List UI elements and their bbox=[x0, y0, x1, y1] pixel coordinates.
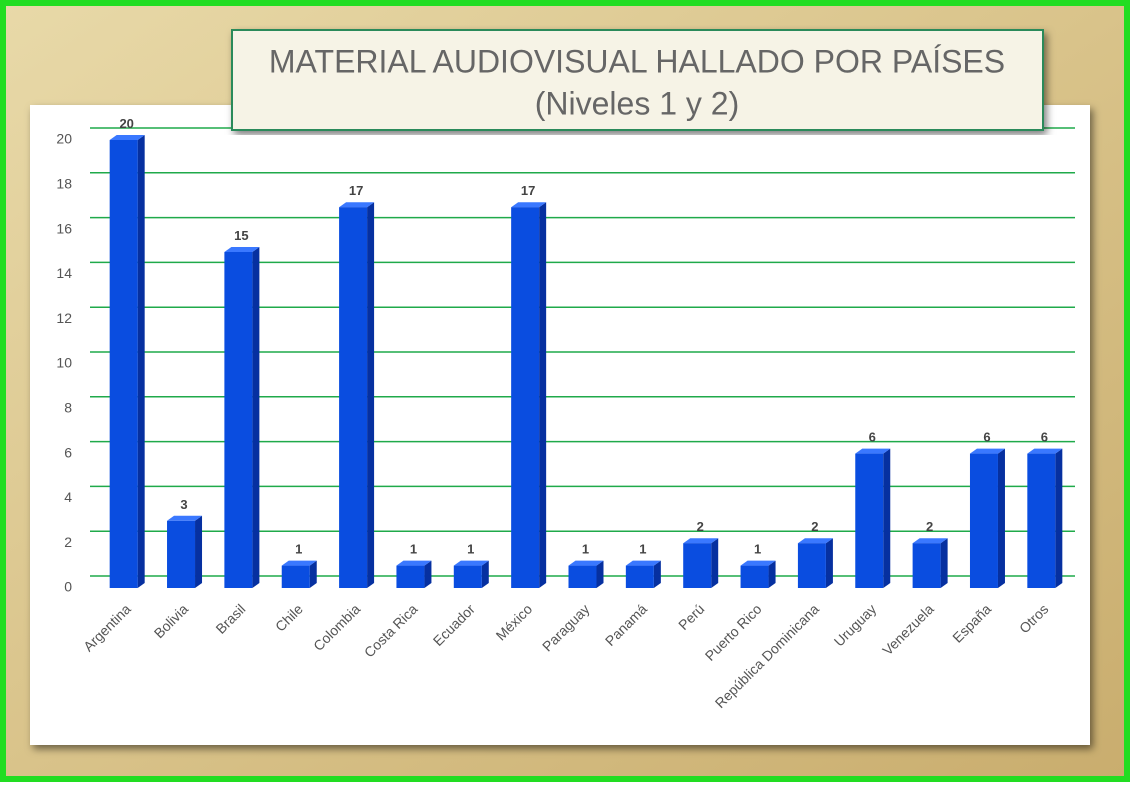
value-label: 2 bbox=[697, 519, 704, 534]
bar bbox=[454, 566, 482, 588]
value-label: 2 bbox=[926, 519, 933, 534]
bar-side bbox=[195, 516, 202, 588]
y-tick-label: 16 bbox=[56, 220, 72, 236]
y-tick-label: 0 bbox=[64, 579, 72, 595]
bar-side bbox=[539, 202, 546, 588]
plot-area bbox=[30, 105, 1090, 745]
bar-side bbox=[138, 135, 145, 588]
value-label: 6 bbox=[869, 430, 876, 445]
bar bbox=[855, 454, 883, 588]
bar bbox=[569, 566, 597, 588]
bar bbox=[1027, 454, 1055, 588]
chart-title: MATERIAL AUDIOVISUAL HALLADO POR PAÍSES bbox=[269, 43, 1005, 79]
value-label: 6 bbox=[1041, 430, 1048, 445]
chart: 02468101214161820Argentina20Bolivia3Bras… bbox=[0, 0, 1130, 782]
y-tick-label: 6 bbox=[64, 444, 72, 460]
value-label: 1 bbox=[639, 542, 646, 557]
value-label: 1 bbox=[754, 542, 761, 557]
bar-side bbox=[252, 247, 259, 588]
bar-side bbox=[826, 538, 833, 588]
value-label: 1 bbox=[295, 542, 302, 557]
value-label: 3 bbox=[180, 497, 187, 512]
y-tick-label: 20 bbox=[56, 131, 72, 147]
y-tick-label: 10 bbox=[56, 355, 72, 371]
bar bbox=[167, 521, 195, 588]
y-tick-label: 2 bbox=[64, 534, 72, 550]
value-label: 15 bbox=[234, 228, 248, 243]
bar-side bbox=[367, 202, 374, 588]
bar bbox=[396, 566, 424, 588]
bar bbox=[626, 566, 654, 588]
bar bbox=[339, 207, 367, 588]
y-tick-label: 14 bbox=[56, 265, 72, 281]
bar bbox=[741, 566, 769, 588]
chart-subtitle: (Niveles 1 y 2) bbox=[535, 85, 740, 121]
bar bbox=[511, 207, 539, 588]
value-label: 6 bbox=[983, 430, 990, 445]
y-tick-label: 18 bbox=[56, 176, 72, 192]
bar-side bbox=[883, 449, 890, 588]
bar-side bbox=[941, 538, 948, 588]
value-label: 1 bbox=[410, 542, 417, 557]
bar bbox=[224, 252, 252, 588]
y-tick-label: 12 bbox=[56, 310, 72, 326]
bar bbox=[110, 140, 138, 588]
bar bbox=[970, 454, 998, 588]
bar bbox=[798, 543, 826, 588]
value-label: 2 bbox=[811, 519, 818, 534]
value-label: 1 bbox=[582, 542, 589, 557]
value-label: 20 bbox=[119, 116, 133, 131]
bar-side bbox=[1055, 449, 1062, 588]
bar-side bbox=[711, 538, 718, 588]
bar bbox=[282, 566, 310, 588]
y-tick-label: 8 bbox=[64, 400, 72, 416]
bar bbox=[913, 543, 941, 588]
value-label: 1 bbox=[467, 542, 474, 557]
y-tick-label: 4 bbox=[64, 489, 72, 505]
bar bbox=[683, 543, 711, 588]
value-label: 17 bbox=[521, 183, 535, 198]
bar-side bbox=[998, 449, 1005, 588]
value-label: 17 bbox=[349, 183, 363, 198]
